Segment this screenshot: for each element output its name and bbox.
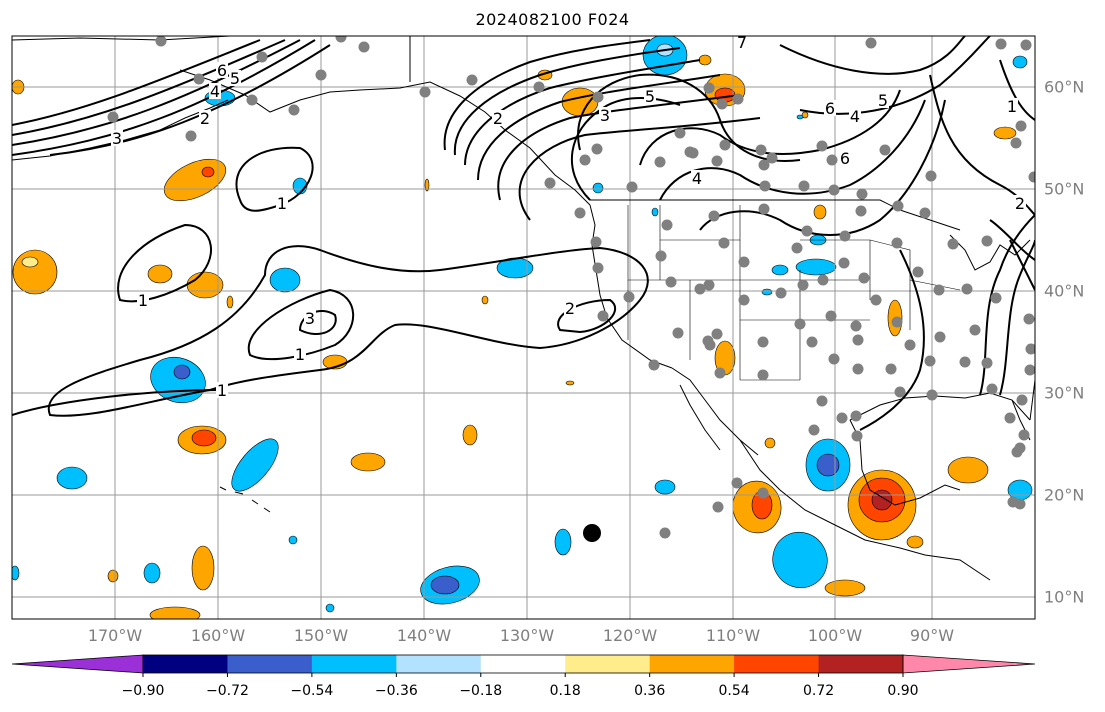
lon-label: 100°W	[807, 626, 863, 645]
lat-label: 50°N	[1044, 179, 1085, 199]
colorbar-tick-label: 0.54	[718, 683, 750, 699]
contour-label: 4	[210, 82, 220, 101]
lat-label: 30°N	[1044, 383, 1085, 403]
colorbar-tick-label: 0.18	[549, 683, 581, 699]
colorbar-tick-label: −0.18	[459, 683, 503, 699]
colorbar-tick-label: 0.72	[802, 683, 835, 699]
colorbar-tick-label: −0.36	[374, 683, 418, 699]
map-frame	[11, 35, 1036, 620]
contour-label: 6	[217, 61, 227, 80]
contour-label: 5	[645, 87, 655, 106]
lon-label: 140°W	[396, 626, 452, 645]
contour-label: 5	[878, 91, 888, 110]
lat-label: 40°N	[1044, 281, 1085, 301]
contour-label: 2	[565, 299, 575, 318]
lat-label: 20°N	[1044, 485, 1085, 505]
contour-label: 4	[692, 169, 702, 188]
map-title: 2024082100 F024	[475, 10, 630, 29]
lon-label: 160°W	[190, 626, 246, 645]
contour-label: 1	[217, 381, 227, 400]
contour-label: 3	[600, 106, 610, 125]
contour-label: 1	[138, 291, 148, 310]
contour-label: 1	[295, 345, 305, 364]
contour-label: 7	[737, 33, 747, 52]
contour-label: 6	[825, 99, 835, 118]
colorbar-tick-label: 0.90	[887, 683, 919, 699]
contour-label: 6	[840, 149, 850, 168]
colorbar-tick-label: −0.54	[290, 683, 334, 699]
shaded-anomaly-layer	[12, 36, 1033, 619]
colorbar-tick-label: −0.72	[205, 683, 249, 699]
contour-label: 4	[850, 107, 860, 126]
contour-label: 3	[112, 129, 122, 148]
location-marker	[583, 524, 601, 542]
lon-label: 110°W	[705, 626, 761, 645]
lon-label: 170°W	[87, 626, 143, 645]
lon-label: 90°W	[909, 626, 955, 645]
contour-label: 5	[230, 69, 240, 88]
lon-label: 150°W	[293, 626, 349, 645]
lon-label: 130°W	[499, 626, 555, 645]
contour-label: 2	[200, 109, 210, 128]
contour-label: 2	[1015, 194, 1025, 213]
lat-lon-grid	[12, 36, 1035, 619]
contour-label: 1	[277, 194, 287, 213]
contour-label: 3	[305, 309, 315, 328]
lat-label: 10°N	[1044, 587, 1085, 607]
lon-label: 120°W	[602, 626, 658, 645]
station-dots	[107, 36, 1035, 539]
contour-label: 2	[493, 109, 503, 128]
colorbar-tick-label: −0.90	[121, 683, 165, 699]
colorbar	[11, 654, 1036, 677]
contour-label: 1	[1007, 97, 1017, 116]
colorbar-tick-label: 0.36	[634, 683, 666, 699]
lat-label: 60°N	[1044, 77, 1085, 97]
